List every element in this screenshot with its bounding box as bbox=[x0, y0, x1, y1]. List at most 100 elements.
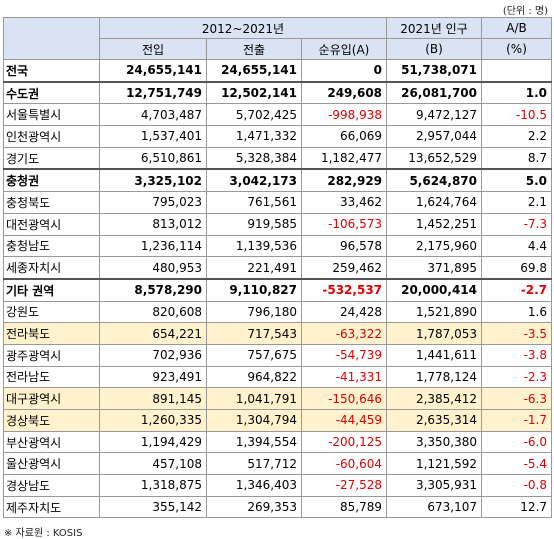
data-row: 충청북도 795,023 761,561 33,462 1,624,764 2.1 bbox=[3, 191, 553, 214]
region-cell: 경기도 bbox=[3, 146, 100, 171]
value-cell: -3.8 bbox=[481, 343, 553, 367]
data-row: 광주광역시 702,936 757,675 -54,739 1,441,611 -3.8 bbox=[3, 343, 553, 367]
value-cell: 24,655,141 bbox=[206, 58, 302, 83]
value-cell: 1,139,536 bbox=[206, 234, 302, 258]
value-cell: 820,608 bbox=[99, 300, 207, 324]
data-row: 제주자치도 355,142 269,353 85,789 673,107 12.7 bbox=[3, 495, 553, 519]
data-row: 충청남도 1,236,114 1,139,536 96,578 2,175,960 4.4 bbox=[3, 234, 553, 258]
value-cell: 2.2 bbox=[481, 125, 553, 148]
value-cell: 24,655,141 bbox=[99, 58, 207, 83]
header-cell: (%) bbox=[481, 38, 553, 60]
data-row: 전국 24,655,141 24,655,141 0 51,738,071 bbox=[3, 58, 553, 83]
value-cell: -63,322 bbox=[300, 322, 388, 345]
value-cell: 2.1 bbox=[481, 191, 553, 214]
value-cell: 4,703,487 bbox=[99, 103, 207, 127]
value-cell: 1,778,124 bbox=[386, 365, 483, 389]
value-cell: 8,578,290 bbox=[99, 278, 207, 302]
header-cell: 순유입(A) bbox=[300, 38, 388, 60]
value-cell: 3,305,931 bbox=[386, 474, 483, 497]
value-cell: 2,635,314 bbox=[386, 409, 483, 432]
value-cell: -60,604 bbox=[300, 452, 388, 476]
value-cell: -0.8 bbox=[481, 474, 553, 497]
value-cell: 371,895 bbox=[386, 256, 483, 280]
value-cell: -1.7 bbox=[481, 409, 553, 432]
region-cell: 제주자치도 bbox=[3, 495, 100, 519]
region-cell: 부산광역시 bbox=[3, 430, 100, 454]
region-cell: 경상남도 bbox=[3, 474, 100, 497]
data-row: 울산광역시 457,108 517,712 -60,604 1,121,592 -5.4 bbox=[3, 452, 553, 476]
value-cell: 66,069 bbox=[300, 125, 388, 148]
value-cell: 96,578 bbox=[300, 234, 388, 258]
value-cell: 1,452,251 bbox=[386, 212, 483, 236]
value-cell: 2,385,412 bbox=[386, 387, 483, 410]
header-cell: (B) bbox=[386, 38, 483, 60]
region-cell: 울산광역시 bbox=[3, 452, 100, 476]
value-cell: 1,441,611 bbox=[386, 343, 483, 367]
value-cell: 702,936 bbox=[99, 343, 207, 367]
value-cell: 1,182,477 bbox=[300, 146, 388, 171]
data-row: 경기도 6,510,861 5,328,384 1,182,477 13,652,529… bbox=[3, 146, 553, 171]
region-cell: 광주광역시 bbox=[3, 343, 100, 367]
region-cell: 전라북도 bbox=[3, 322, 100, 345]
value-cell: 9,472,127 bbox=[386, 103, 483, 127]
value-cell: 795,023 bbox=[99, 191, 207, 214]
value-cell: 85,789 bbox=[300, 495, 388, 519]
header-cell bbox=[3, 17, 100, 60]
unit-note: (단위 : 명) bbox=[502, 6, 548, 17]
region-cell: 기타 권역 bbox=[3, 278, 100, 302]
value-cell: -532,537 bbox=[300, 278, 388, 302]
value-cell: 1,471,332 bbox=[206, 125, 302, 148]
value-cell: 12.7 bbox=[481, 495, 553, 519]
region-cell: 대구광역시 bbox=[3, 387, 100, 410]
value-cell: 5,624,870 bbox=[386, 168, 483, 193]
data-row: 대전광역시 813,012 919,585 -106,573 1,452,251 -7.3 bbox=[3, 212, 553, 236]
region-cell: 전라남도 bbox=[3, 365, 100, 389]
value-cell: 3,325,102 bbox=[99, 168, 207, 193]
value-cell: 221,491 bbox=[206, 256, 302, 280]
value-cell: 761,561 bbox=[206, 191, 302, 214]
value-cell: -6.3 bbox=[481, 387, 553, 410]
value-cell: 1,304,794 bbox=[206, 409, 302, 432]
value-cell: 1,318,875 bbox=[99, 474, 207, 497]
value-cell: 282,929 bbox=[300, 168, 388, 193]
data-row: 충청권 3,325,102 3,042,173 282,929 5,624,870 5.0 bbox=[3, 168, 553, 193]
value-cell: -150,646 bbox=[300, 387, 388, 410]
value-cell: 1.6 bbox=[481, 300, 553, 324]
data-row: 대구광역시 891,145 1,041,791 -150,646 2,385,412 -6… bbox=[3, 387, 553, 410]
value-cell: -2.7 bbox=[481, 278, 553, 302]
region-cell: 전국 bbox=[3, 58, 100, 83]
value-cell: 9,110,827 bbox=[206, 278, 302, 302]
value-cell: 654,221 bbox=[99, 322, 207, 345]
value-cell: 3,042,173 bbox=[206, 168, 302, 193]
region-cell: 경상북도 bbox=[3, 409, 100, 432]
data-row: 강원도 820,608 796,180 24,428 1,521,890 1.6 bbox=[3, 300, 553, 324]
value-cell: -5.4 bbox=[481, 452, 553, 476]
header-cell: 전입 bbox=[99, 38, 207, 60]
value-cell: 69.8 bbox=[481, 256, 553, 280]
value-cell: 5,702,425 bbox=[206, 103, 302, 127]
data-row: 부산광역시 1,194,429 1,394,554 -200,125 3,350,380… bbox=[3, 430, 553, 454]
value-cell: 26,081,700 bbox=[386, 81, 483, 105]
value-cell: 3,350,380 bbox=[386, 430, 483, 454]
value-cell: 673,107 bbox=[386, 495, 483, 519]
value-cell: 355,142 bbox=[99, 495, 207, 519]
value-cell: -106,573 bbox=[300, 212, 388, 236]
value-cell bbox=[481, 58, 553, 83]
value-cell: -7.3 bbox=[481, 212, 553, 236]
data-row: 세종자치시 480,953 221,491 259,462 371,895 69.8 bbox=[3, 256, 553, 280]
value-cell: 33,462 bbox=[300, 191, 388, 214]
header-cell: A/B bbox=[481, 17, 553, 39]
header-cell: 전출 bbox=[206, 38, 302, 60]
data-row: 기타 권역 8,578,290 9,110,827 -532,537 20,000,41… bbox=[3, 278, 553, 302]
value-cell: 51,738,071 bbox=[386, 58, 483, 83]
header-cell: 2012~2021년 bbox=[98, 17, 388, 39]
region-cell: 세종자치시 bbox=[3, 256, 100, 280]
value-cell: 480,953 bbox=[99, 256, 207, 280]
data-row: 전라남도 923,491 964,822 -41,331 1,778,124 -2.3 bbox=[3, 365, 553, 389]
value-cell: 269,353 bbox=[206, 495, 302, 519]
value-cell: -54,739 bbox=[300, 343, 388, 367]
data-row: 전라북도 654,221 717,543 -63,322 1,787,053 -3.5 bbox=[3, 322, 553, 345]
value-cell: -27,528 bbox=[300, 474, 388, 497]
value-cell: 2,175,960 bbox=[386, 234, 483, 258]
